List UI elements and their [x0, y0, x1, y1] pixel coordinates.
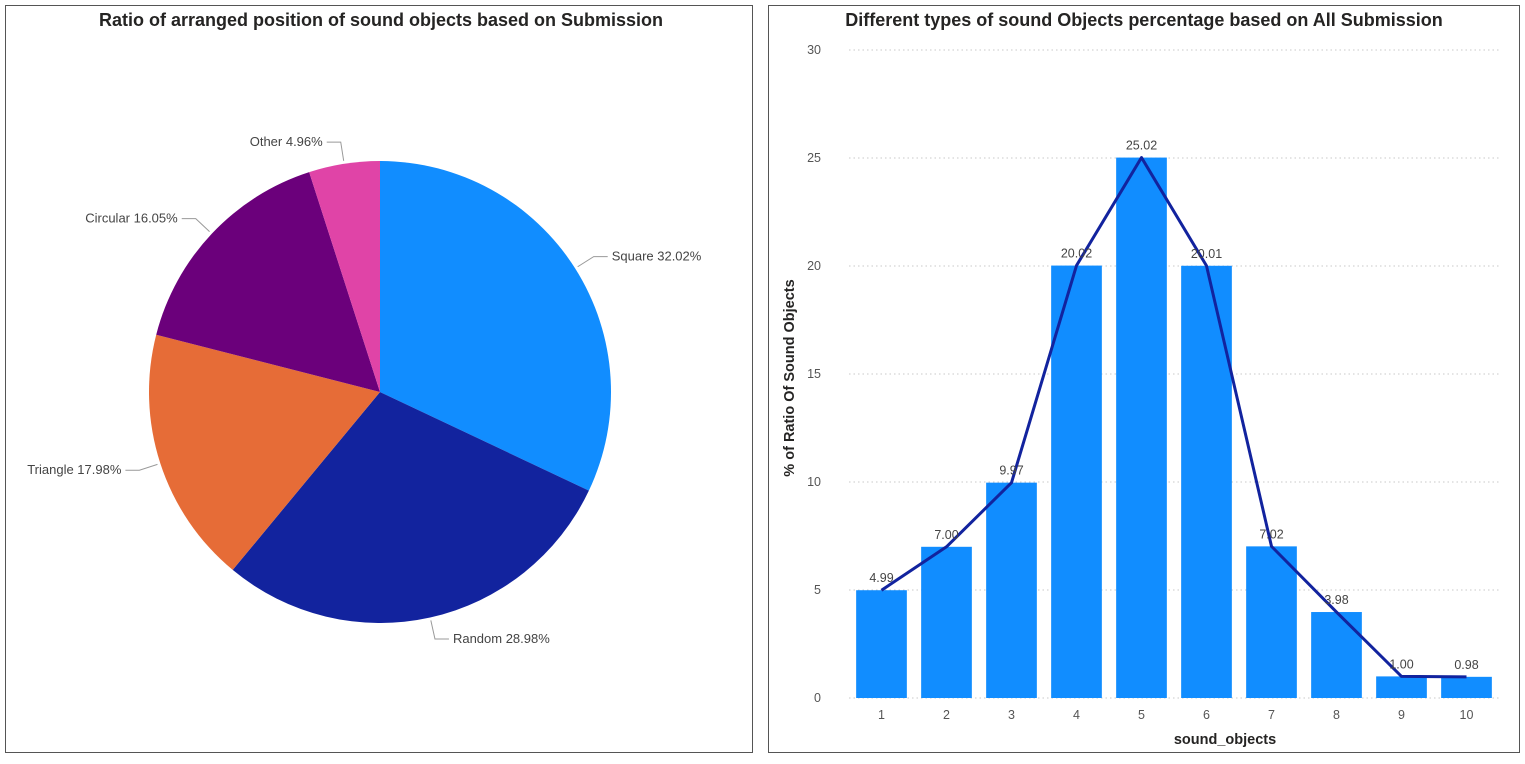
- data-label-1: 4.99: [869, 571, 893, 585]
- pie-label-triangle: Triangle 17.98%: [27, 462, 122, 477]
- pie-chart-title: Ratio of arranged position of sound obje…: [99, 10, 663, 30]
- y-tick-label: 0: [814, 691, 821, 705]
- pie-leader-line-circular: [181, 218, 210, 233]
- pie-slice-square[interactable]: [380, 161, 612, 491]
- y-tick-label: 20: [807, 259, 821, 273]
- bar-chart: Different types of sound Objects percent…: [782, 10, 1499, 748]
- x-tick-label: 6: [1203, 708, 1210, 722]
- pie-slice-circular[interactable]: [156, 172, 380, 392]
- x-tick-label: 8: [1333, 708, 1340, 722]
- pie-leader-line-random: [430, 620, 449, 640]
- x-tick-label: 10: [1460, 708, 1474, 722]
- bar-chart-title: Different types of sound Objects percent…: [845, 10, 1442, 30]
- trend-line: [880, 156, 1467, 679]
- y-axis-title: % of Ratio Of Sound Objects: [782, 279, 798, 476]
- bar-1[interactable]: [856, 590, 907, 698]
- pie-label-random: Random 28.98%: [453, 631, 550, 646]
- pie-leader-line-triangle: [125, 463, 158, 471]
- bar-10[interactable]: [1441, 676, 1492, 698]
- y-tick-label: 15: [807, 367, 821, 381]
- bar-4[interactable]: [1051, 265, 1102, 698]
- pie-slice-other[interactable]: [309, 161, 380, 392]
- x-tick-label: 1: [878, 708, 885, 722]
- x-tick-label: 3: [1008, 708, 1015, 722]
- pie-chart: Ratio of arranged position of sound obje…: [27, 10, 702, 646]
- x-tick-label: 5: [1138, 708, 1145, 722]
- pie-chart-panel: Ratio of arranged position of sound obje…: [5, 5, 753, 753]
- bar-2[interactable]: [921, 546, 972, 698]
- data-label-7: 7.02: [1259, 527, 1283, 541]
- pie-label-square: Square 32.02%: [612, 249, 702, 264]
- data-label-6: 20.01: [1191, 247, 1222, 261]
- data-label-8: 3.98: [1324, 593, 1348, 607]
- x-tick-label: 4: [1073, 708, 1080, 722]
- bar-5[interactable]: [1116, 157, 1167, 698]
- y-tick-label: 5: [814, 583, 821, 597]
- pie-label-other: Other 4.96%: [250, 134, 323, 149]
- data-label-2: 7.00: [934, 528, 958, 542]
- x-tick-label: 9: [1398, 708, 1405, 722]
- data-label-4: 20.02: [1061, 247, 1092, 261]
- bar-3[interactable]: [986, 482, 1037, 698]
- bar-6[interactable]: [1181, 265, 1232, 698]
- pie-slice-random[interactable]: [232, 392, 589, 623]
- x-axis-title: sound_objects: [1174, 732, 1276, 748]
- bar-9[interactable]: [1376, 676, 1427, 698]
- pie-leader-line-other: [326, 141, 345, 161]
- bar-chart-panel: Different types of sound Objects percent…: [768, 5, 1520, 753]
- data-label-5: 25.02: [1126, 139, 1157, 153]
- bar-8[interactable]: [1311, 612, 1362, 698]
- y-tick-label: 30: [807, 43, 821, 57]
- bar-7[interactable]: [1246, 546, 1297, 698]
- data-label-9: 1.00: [1389, 657, 1413, 671]
- data-label-3: 9.97: [999, 464, 1023, 478]
- x-tick-label: 2: [943, 708, 950, 722]
- pie-label-circular: Circular 16.05%: [85, 211, 178, 226]
- y-tick-label: 10: [807, 475, 821, 489]
- pie-slice-triangle[interactable]: [149, 334, 380, 570]
- pie-leader-line-square: [577, 256, 608, 268]
- data-label-10: 0.98: [1454, 658, 1478, 672]
- x-tick-label: 7: [1268, 708, 1275, 722]
- y-tick-label: 25: [807, 151, 821, 165]
